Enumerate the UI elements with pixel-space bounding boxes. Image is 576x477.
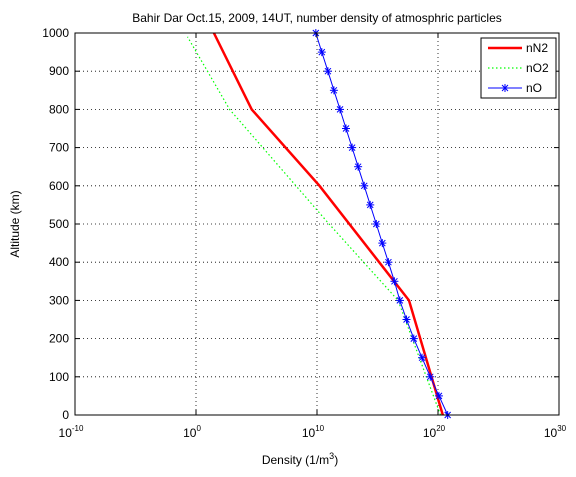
data-point-nO: [384, 258, 393, 267]
x-tick-label-exponent: 0: [196, 424, 201, 433]
x-tick-label-exponent: 10: [315, 424, 324, 433]
y-tick-label: 100: [49, 370, 69, 384]
data-point-nO: [390, 277, 399, 286]
x-tick-label-exponent: -10: [72, 424, 84, 433]
y-tick-label: 800: [49, 102, 69, 116]
x-tick-label: 1030: [544, 424, 567, 440]
y-tick-label: 200: [49, 332, 69, 346]
x-tick-label: 1020: [423, 424, 446, 440]
legend-label-nO2: nO2: [526, 61, 549, 75]
x-axis-label-exponent: 3: [329, 451, 334, 461]
x-tick-label-exponent: 20: [436, 424, 445, 433]
data-point-nO: [366, 200, 375, 209]
x-tick-label-base: 10: [183, 426, 197, 440]
series-line-nN2: [212, 32, 444, 416]
data-point-nO: [434, 391, 443, 400]
x-axis-label-base: Density (1/m: [262, 453, 329, 467]
y-tick-label: 500: [49, 217, 69, 231]
data-point-nO: [329, 86, 338, 95]
data-point-nO: [317, 48, 326, 57]
x-tick-label-base: 10: [544, 426, 558, 440]
legend-entry-nO2: nO2: [488, 61, 549, 75]
x-tick-label-base: 10: [423, 426, 437, 440]
x-axis-label-tail: ): [334, 453, 338, 467]
x-tick-label: 10-10: [59, 424, 84, 440]
data-point-nO: [395, 296, 404, 305]
grid: [75, 33, 559, 415]
data-point-nO: [323, 67, 332, 76]
data-point-nO: [426, 372, 435, 381]
data-point-nO: [418, 353, 427, 362]
chart-title: Bahir Dar Oct.15, 2009, 14UT, number den…: [132, 11, 502, 25]
x-tick-label: 1010: [302, 424, 325, 440]
data-point-nO: [336, 105, 345, 114]
legend-label-nO: nO: [526, 81, 542, 95]
y-tick-label: 400: [49, 255, 69, 269]
x-axis-label: Density (1/m3): [262, 451, 338, 467]
data-point-nO: [409, 334, 418, 343]
data-point-nO: [342, 124, 351, 133]
legend-entry-nN2: nN2: [488, 41, 548, 55]
y-axis-label: Altitude (km): [8, 190, 22, 257]
y-tick-label: 300: [49, 293, 69, 307]
y-tick-label: 900: [49, 64, 69, 78]
y-tick-label: 0: [62, 408, 69, 422]
y-tick-label: 700: [49, 141, 69, 155]
y-tick-label: 1000: [42, 26, 69, 40]
legend-label-nN2: nN2: [526, 41, 548, 55]
legend: nN2 nO2 nO: [480, 37, 557, 99]
y-tick-label: 600: [49, 179, 69, 193]
data-point-nO: [378, 239, 387, 248]
x-tick-label: 100: [183, 424, 201, 440]
x-tick-label-base: 10: [302, 426, 316, 440]
data-point-nO: [360, 181, 369, 190]
x-tick-label-exponent: 30: [557, 424, 566, 433]
data-point-nO: [354, 162, 363, 171]
data-point-nO: [372, 220, 381, 228]
data-point-nO: [348, 143, 357, 152]
data-point-nO: [402, 315, 411, 324]
legend-marker-nO: [501, 84, 509, 92]
x-tick-label-base: 10: [59, 426, 73, 440]
legend-entry-nO: nO: [488, 81, 542, 95]
